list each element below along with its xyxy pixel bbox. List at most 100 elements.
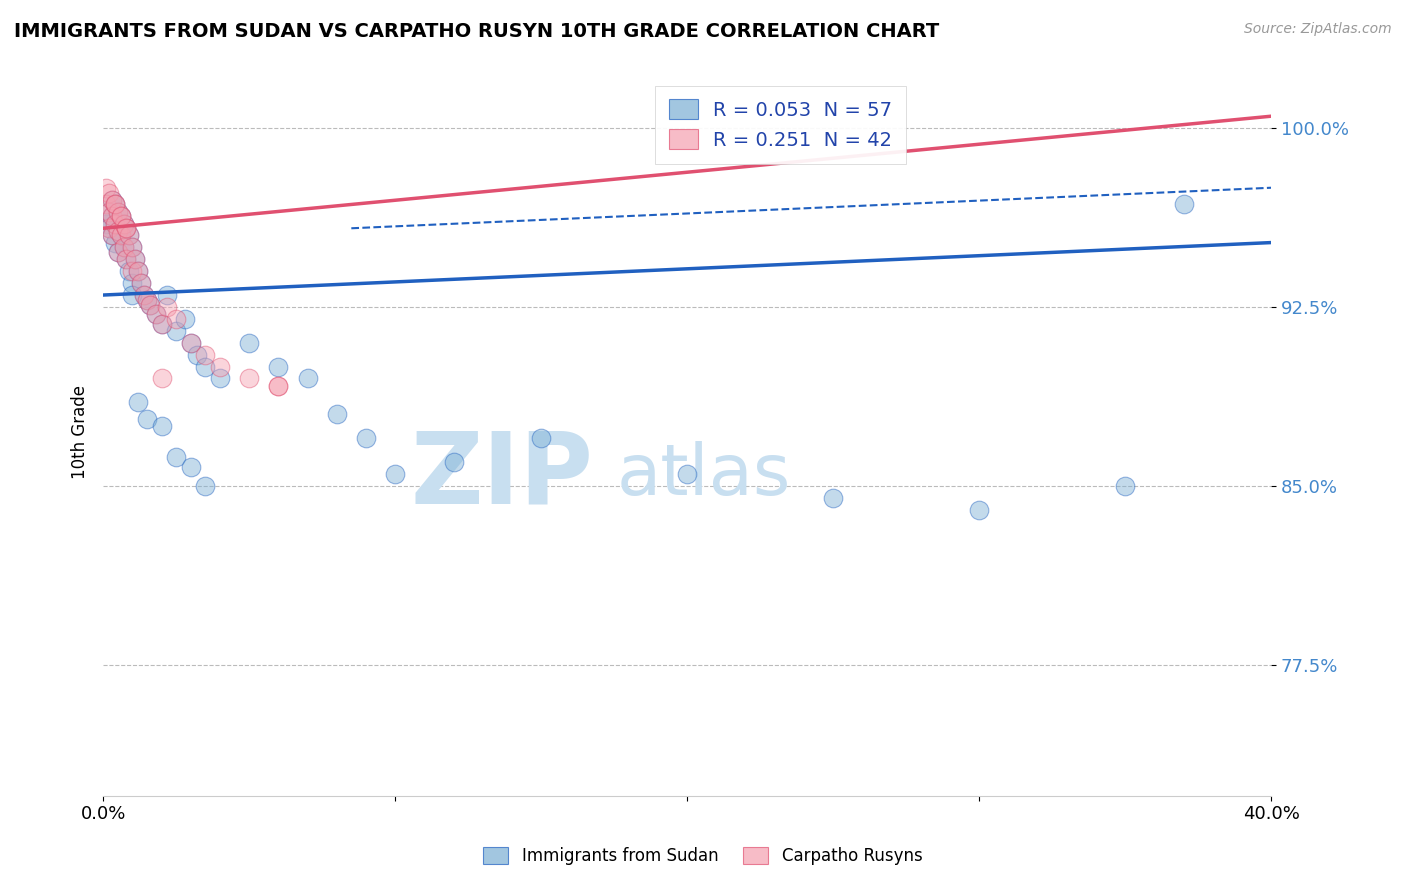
Point: [110, 210, 132, 224]
Point: [194, 348, 217, 362]
Point: [107, 224, 129, 238]
Point: [121, 240, 143, 254]
Legend: Immigrants from Sudan, Carpatho Rusyns: Immigrants from Sudan, Carpatho Rusyns: [474, 837, 932, 875]
Point: [823, 491, 845, 505]
Point: [127, 264, 149, 278]
Point: [156, 300, 179, 314]
Point: [121, 276, 143, 290]
Point: [98, 221, 121, 235]
Text: atlas: atlas: [617, 442, 792, 510]
Legend: R = 0.053  N = 57, R = 0.251  N = 42: R = 0.053 N = 57, R = 0.251 N = 42: [655, 86, 905, 163]
Point: [112, 240, 135, 254]
Point: [156, 288, 179, 302]
Point: [325, 407, 347, 421]
Y-axis label: 10th Grade: 10th Grade: [72, 385, 89, 479]
Point: [94, 180, 117, 194]
Point: [1114, 479, 1136, 493]
Point: [194, 479, 217, 493]
Point: [150, 371, 173, 385]
Point: [104, 217, 127, 231]
Point: [354, 431, 377, 445]
Point: [165, 324, 187, 338]
Point: [124, 252, 146, 267]
Point: [267, 378, 290, 392]
Point: [238, 371, 260, 385]
Point: [165, 450, 187, 465]
Point: [530, 431, 553, 445]
Point: [107, 204, 129, 219]
Point: [208, 371, 231, 385]
Text: IMMIGRANTS FROM SUDAN VS CARPATHO RUSYN 10TH GRADE CORRELATION CHART: IMMIGRANTS FROM SUDAN VS CARPATHO RUSYN …: [14, 22, 939, 41]
Point: [1173, 197, 1195, 211]
Point: [107, 245, 129, 260]
Point: [132, 288, 155, 302]
Point: [115, 252, 138, 267]
Point: [98, 221, 121, 235]
Point: [139, 297, 162, 311]
Point: [129, 276, 152, 290]
Text: Source: ZipAtlas.com: Source: ZipAtlas.com: [1244, 22, 1392, 37]
Point: [101, 193, 124, 207]
Point: [98, 186, 121, 200]
Point: [136, 412, 159, 426]
Point: [121, 288, 143, 302]
Point: [101, 228, 124, 243]
Point: [107, 204, 129, 219]
Point: [115, 221, 138, 235]
Point: [107, 245, 129, 260]
Point: [124, 252, 146, 267]
Point: [115, 221, 138, 235]
Point: [238, 335, 260, 350]
Point: [139, 297, 162, 311]
Point: [267, 359, 290, 374]
Point: [132, 288, 155, 302]
Point: [104, 217, 127, 231]
Point: [118, 228, 141, 243]
Point: [145, 307, 167, 321]
Point: [112, 240, 135, 254]
Point: [110, 228, 132, 243]
Point: [180, 335, 202, 350]
Point: [107, 224, 129, 238]
Point: [98, 204, 121, 219]
Point: [443, 455, 465, 469]
Point: [101, 210, 124, 224]
Point: [136, 293, 159, 307]
Point: [208, 359, 231, 374]
Point: [118, 228, 141, 243]
Point: [110, 210, 132, 224]
Point: [267, 378, 290, 392]
Point: [101, 210, 124, 224]
Point: [127, 264, 149, 278]
Point: [94, 217, 117, 231]
Point: [165, 311, 187, 326]
Point: [104, 197, 127, 211]
Point: [297, 371, 319, 385]
Point: [145, 307, 167, 321]
Point: [104, 197, 127, 211]
Point: [112, 217, 135, 231]
Point: [98, 204, 121, 219]
Point: [127, 395, 149, 409]
Point: [115, 221, 138, 235]
Text: ZIP: ZIP: [411, 427, 593, 524]
Point: [194, 359, 217, 374]
Point: [173, 311, 195, 326]
Point: [121, 240, 143, 254]
Point: [676, 467, 699, 481]
Point: [180, 459, 202, 474]
Point: [110, 210, 132, 224]
Point: [121, 264, 143, 278]
Point: [384, 467, 406, 481]
Point: [104, 197, 127, 211]
Point: [101, 193, 124, 207]
Point: [115, 252, 138, 267]
Point: [967, 502, 990, 516]
Point: [129, 276, 152, 290]
Point: [94, 197, 117, 211]
Point: [136, 293, 159, 307]
Point: [186, 348, 208, 362]
Point: [150, 317, 173, 331]
Point: [150, 419, 173, 434]
Point: [101, 228, 124, 243]
